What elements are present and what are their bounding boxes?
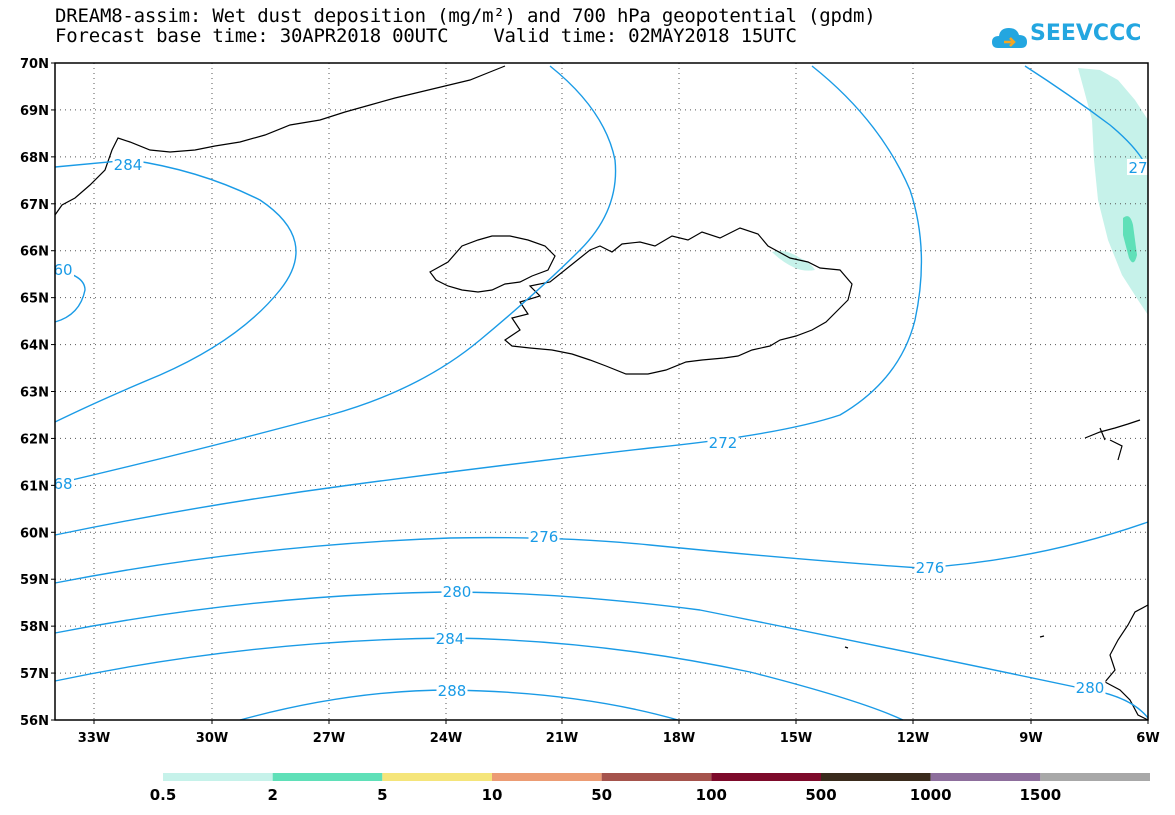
lon-label: 6W — [1136, 731, 1159, 746]
legend-label: 50 — [591, 786, 612, 804]
geopotential-contours — [54, 65, 1149, 721]
legend-swatch — [272, 773, 383, 781]
contour-284-north — [54, 159, 297, 423]
lat-label: 62N — [20, 432, 49, 447]
contour-label: 288 — [438, 682, 467, 700]
coastlines — [54, 65, 1149, 721]
contour-label: 280 — [443, 583, 472, 601]
lon-label: 27W — [313, 731, 345, 746]
contour-268 — [54, 65, 617, 485]
dust-shading-green — [1123, 216, 1137, 263]
legend-label: 1500 — [1019, 786, 1061, 804]
contour-label-bg — [52, 261, 74, 277]
legend-swatch — [163, 773, 273, 781]
longitude-labels: 33W 30W 27W 24W 21W 18W 15W 12W 9W 6W — [78, 720, 1160, 746]
lat-label: 58N — [20, 620, 49, 635]
lat-label: 66N — [20, 245, 49, 260]
latitude-labels: 70N 69N 68N 67N 66N 65N 64N 63N 62N 61N 60N 59N 58N 5… — [20, 57, 55, 729]
legend-swatch — [601, 773, 712, 781]
iceland-coast — [504, 227, 853, 375]
westfjords-coast — [429, 235, 556, 293]
dust-shading-light — [1078, 68, 1148, 315]
contour-label-bg — [441, 583, 473, 599]
contour-276 — [54, 521, 1149, 584]
lon-label: 9W — [1019, 731, 1042, 746]
lat-label: 70N — [20, 57, 49, 72]
seevccc-logo: SEEVCCC — [990, 18, 1150, 58]
contour-label: 284 — [436, 630, 465, 648]
contour-label-bg — [434, 630, 466, 646]
cloud-icon — [992, 28, 1027, 48]
contour-label-bg — [1127, 159, 1149, 175]
lat-label: 64N — [20, 339, 49, 354]
small-islands — [844, 635, 1045, 649]
map-subtitle: Forecast base time: 30APR2018 00UTC Vali… — [55, 25, 797, 47]
lat-label: 68N — [20, 151, 49, 166]
legend-label: 2 — [267, 786, 277, 804]
legend-swatch — [492, 773, 602, 781]
legend-label: 100 — [696, 786, 727, 804]
contour-label-bg — [52, 475, 74, 491]
contour-284 — [54, 637, 904, 721]
lon-label: 15W — [780, 731, 812, 746]
graticule — [55, 63, 1148, 720]
legend-swatch — [711, 773, 821, 781]
dust-shading-iceland — [772, 250, 815, 271]
lat-label: 65N — [20, 292, 49, 307]
contour-label: 276 — [530, 528, 559, 546]
lon-label: 21W — [546, 731, 578, 746]
contour-label-bg — [528, 528, 560, 544]
lat-label: 56N — [20, 714, 49, 729]
contour-272 — [54, 65, 923, 536]
lat-label: 57N — [20, 667, 49, 682]
norway-coast-north — [1084, 419, 1141, 461]
contour-label-bg — [436, 682, 468, 698]
legend-label: 5 — [377, 786, 387, 804]
lat-label: 61N — [20, 479, 49, 494]
lon-label: 18W — [663, 731, 695, 746]
contour-27x — [1024, 65, 1149, 171]
lon-label: 33W — [78, 731, 110, 746]
lat-label: 69N — [20, 104, 49, 119]
contour-label: 272 — [709, 434, 738, 452]
legend-label: 10 — [482, 786, 503, 804]
lat-label: 60N — [20, 526, 49, 541]
contour-label-bg — [914, 559, 946, 575]
legend-label: 500 — [805, 786, 836, 804]
contour-label: 284 — [114, 156, 143, 174]
contour-label-bg — [707, 434, 739, 450]
legend-swatch — [1040, 773, 1150, 781]
legend-label: 1000 — [910, 786, 952, 804]
contour-label: 27 — [1128, 159, 1147, 177]
scotland-coast — [1104, 604, 1149, 721]
lon-label: 12W — [897, 731, 929, 746]
lat-label: 59N — [20, 573, 49, 588]
contour-label: 68 — [53, 475, 72, 493]
contour-label-bg — [112, 156, 144, 172]
map-frame — [54, 62, 1149, 721]
lat-label: 63N — [20, 386, 49, 401]
lon-label: 30W — [196, 731, 228, 746]
contour-label-bg — [1074, 679, 1106, 695]
legend-swatch — [821, 773, 931, 781]
logo-text: SEEVCCC — [1030, 21, 1142, 46]
map-title: DREAM8-assim: Wet dust deposition (mg/m²… — [55, 5, 876, 27]
contour-label: 276 — [916, 559, 945, 577]
lon-label: 24W — [430, 731, 462, 746]
legend-label: 0.5 — [150, 786, 177, 804]
contour-label: 280 — [1076, 679, 1105, 697]
lat-label: 67N — [20, 198, 49, 213]
contour-280 — [54, 591, 1149, 719]
greenland-coast — [54, 65, 506, 216]
color-legend: 0.5 2 5 10 50 100 500 1000 1500 — [150, 773, 1150, 804]
legend-swatch — [930, 773, 1041, 781]
legend-swatch — [382, 773, 492, 781]
contour-label-group: 284 60 68 272 276 276 280 280 284 288 27 — [52, 156, 1149, 700]
contour-label: 60 — [53, 261, 72, 279]
